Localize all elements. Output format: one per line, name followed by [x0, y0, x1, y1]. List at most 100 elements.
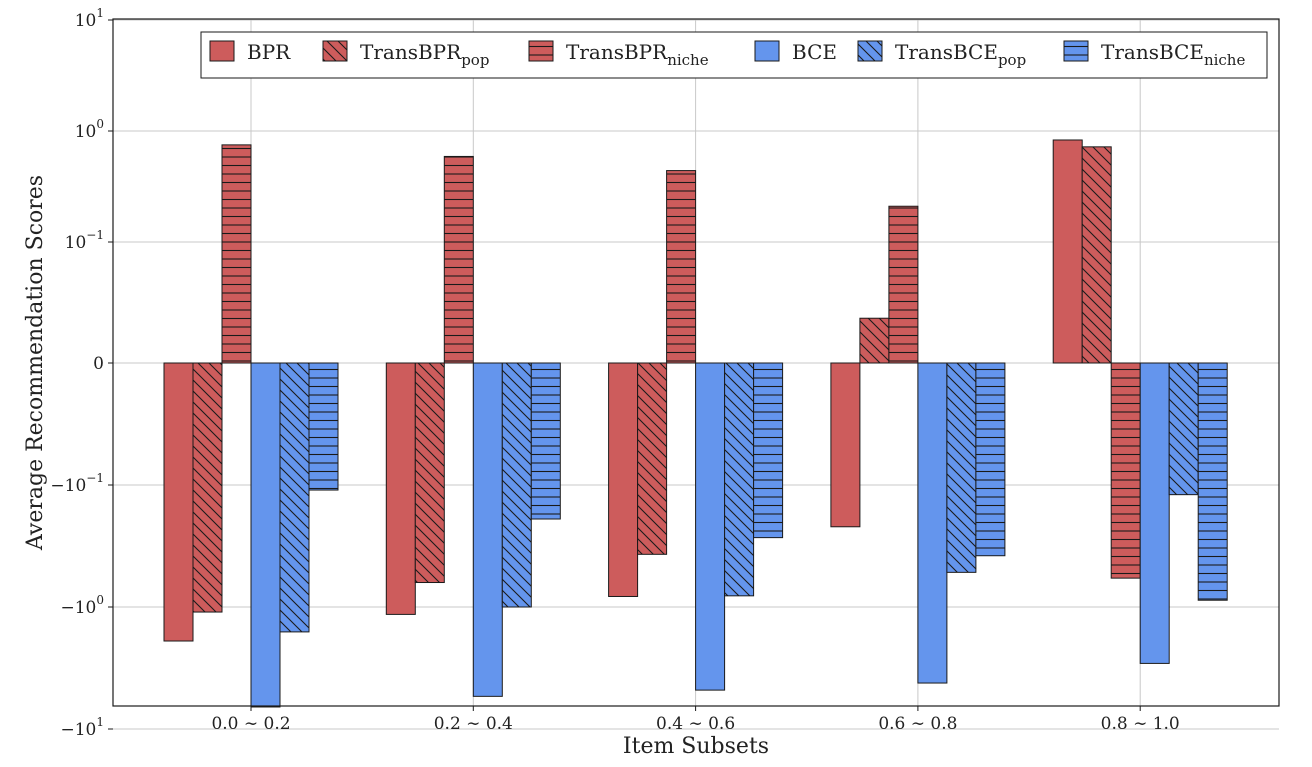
legend-swatch-hatch [1064, 41, 1088, 61]
bar-hatch [666, 170, 696, 363]
bar-transbpr-niche-0 [221, 144, 252, 364]
bar-bce-1 [472, 362, 503, 697]
bar-bpr-0 [163, 362, 194, 642]
legend-entry-transbce-pop: TransBCEpop [857, 40, 1026, 69]
bar-transbce-pop-1 [501, 362, 532, 608]
bar-outline [443, 155, 474, 364]
legend-swatch-outline [857, 40, 883, 62]
legend-swatch [755, 41, 779, 61]
bar-outline [975, 362, 1006, 557]
bar-transbce-niche-0 [308, 362, 339, 491]
bar-transbpr-pop-0 [192, 362, 223, 613]
bar-bce-4 [1139, 362, 1170, 664]
legend-swatch-outline [209, 40, 235, 62]
legend-label: BPR [247, 40, 291, 64]
x-tick-label: 0.0 ∼ 0.2 [211, 714, 290, 734]
y-tick-label: 101 [75, 6, 104, 31]
bar-outline [308, 362, 339, 491]
bar-transbce-pop-2 [724, 362, 755, 597]
legend-label-base: BPR [247, 40, 291, 64]
bar-hatch [531, 363, 561, 520]
bar-transbpr-pop-3 [859, 317, 890, 364]
bar-fill [251, 363, 280, 707]
y-tick-exp: 0 [96, 117, 104, 131]
legend-label: BCE [792, 40, 837, 64]
bar-outline [279, 362, 310, 633]
legend-entry-transbpr-pop: TransBPRpop [322, 40, 489, 69]
bar-bce-2 [695, 362, 726, 691]
bar-transbce-pop-3 [946, 362, 977, 573]
x-tick-label: 0.2 ∼ 0.4 [434, 714, 513, 734]
bar-hatch [415, 363, 445, 583]
bar-fill [695, 363, 725, 691]
y-tick-label: 100 [75, 117, 104, 142]
y-tick-label: 10−1 [65, 228, 104, 253]
bar-hatch [946, 363, 976, 573]
legend-label: TransBCEniche [1101, 40, 1245, 69]
legend-swatch-hatch [529, 41, 553, 61]
bar-hatch [724, 363, 754, 596]
legend-swatch-outline [1063, 40, 1089, 62]
bar-transbce-niche-4 [1197, 362, 1228, 601]
bar-transbpr-pop-4 [1081, 146, 1112, 364]
bar-hatch [975, 363, 1005, 556]
bar-fill [386, 363, 416, 615]
legend-label-base: TransBCE [895, 40, 998, 64]
bar-outline [888, 205, 919, 364]
y-tick-label: −10−1 [50, 471, 104, 496]
bar-hatch [280, 363, 309, 632]
bar-outline [1081, 146, 1112, 364]
y-tick-base: −10 [50, 476, 86, 496]
bar-transbpr-niche-2 [666, 170, 697, 364]
y-tick-label: −100 [60, 593, 104, 618]
bar-hatch [1198, 363, 1228, 601]
y-tick-base: −10 [60, 720, 96, 740]
bar-hatch [637, 363, 667, 555]
bar-fill [1053, 139, 1083, 363]
x-tick-label: 0.4 ∼ 0.6 [656, 714, 735, 734]
legend-label-base: BCE [792, 40, 837, 64]
bar-hatch [502, 363, 532, 607]
bar-bpr-3 [830, 362, 861, 528]
bar-bpr-1 [385, 362, 416, 615]
bar-outline [1197, 362, 1228, 601]
bar-outline [637, 362, 668, 555]
bar-transbce-niche-3 [975, 362, 1006, 557]
legend-entry-bpr: BPR [209, 40, 291, 64]
bar-outline [753, 362, 784, 539]
y-axis-title: Average Recommendation Scores [23, 175, 48, 551]
bar-bce-3 [917, 362, 948, 684]
bar-hatch [309, 363, 338, 491]
bar-fill [1140, 363, 1170, 664]
bar-transbce-niche-2 [753, 362, 784, 539]
bars-layer [163, 139, 1228, 708]
legend-swatch-hatch [323, 41, 347, 61]
x-tick-label: 0.8 ∼ 1.0 [1101, 714, 1180, 734]
bar-outline [192, 362, 223, 613]
legend-label: TransBPRpop [360, 40, 489, 69]
y-tick-exp: 1 [96, 6, 104, 20]
bar-transbpr-pop-2 [637, 362, 668, 555]
y-tick-label: −101 [60, 715, 104, 740]
legend-label-base: TransBPR [360, 40, 462, 64]
y-tick-exp: 0 [96, 593, 104, 607]
bar-fill [164, 363, 193, 642]
bar-transbpr-pop-1 [414, 362, 445, 584]
bar-outline [414, 362, 445, 584]
legend-swatch-outline [322, 40, 348, 62]
legend-label: TransBPRniche [566, 40, 709, 69]
legend-frame [200, 31, 1268, 79]
bar-outline [666, 170, 697, 364]
legend-label-sub: niche [667, 51, 709, 69]
y-tick-label: 0 [93, 354, 104, 374]
y-tick-base: 10 [75, 11, 97, 31]
bar-transbce-pop-4 [1168, 362, 1199, 496]
legend-label-sub: pop [998, 51, 1026, 69]
y-tick-base: −10 [60, 598, 96, 618]
bar-hatch [753, 363, 783, 538]
y-tick-exp: −1 [86, 471, 104, 485]
y-tick-base: 10 [65, 233, 87, 253]
